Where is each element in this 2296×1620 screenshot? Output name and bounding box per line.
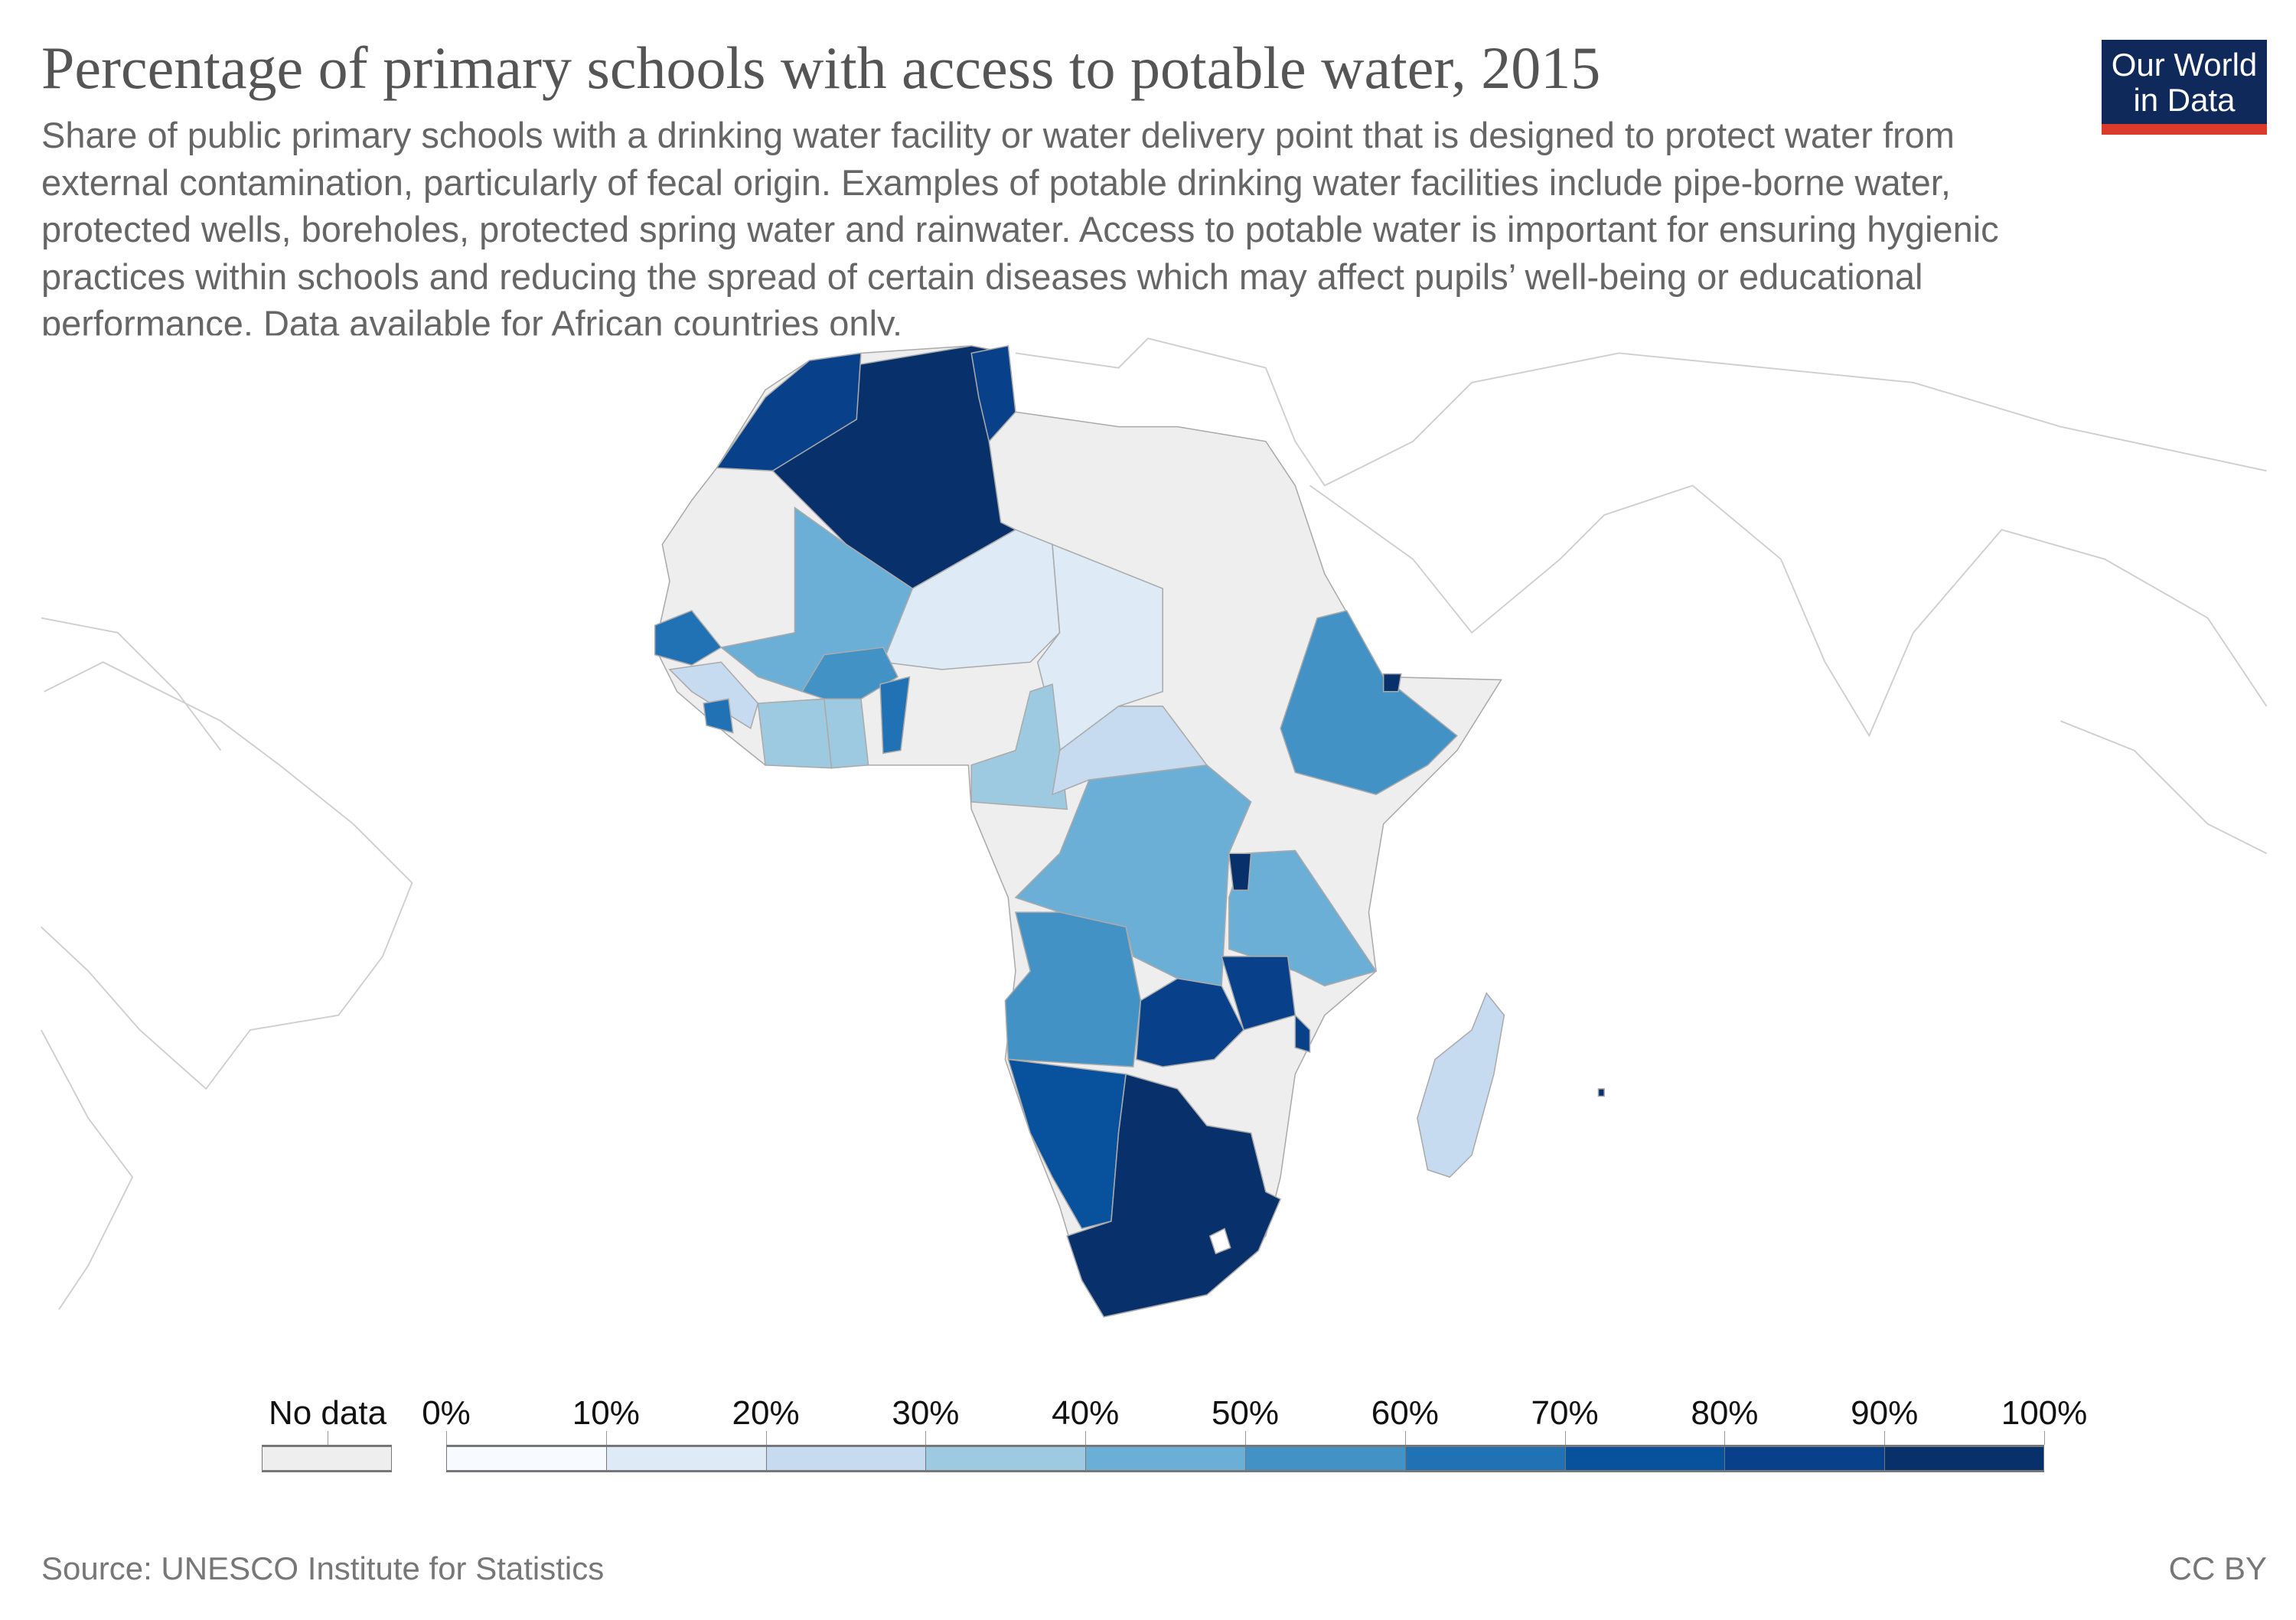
legend-tick-label: 50% (1211, 1394, 1280, 1432)
country-djibouti[interactable] (1382, 673, 1402, 693)
country-ghana[interactable] (823, 698, 869, 769)
country-morocco[interactable] (716, 352, 862, 472)
country-niger[interactable] (882, 529, 1061, 670)
legend-no-data-label: No data (268, 1394, 387, 1432)
legend-bin-2[interactable] (765, 1445, 926, 1472)
legend-tick-label: 0% (422, 1394, 471, 1432)
world-outlines (40, 337, 2268, 1310)
legend-no-data-swatch[interactable] (262, 1445, 392, 1472)
license-text[interactable]: CC BY (2168, 1550, 2267, 1586)
country-ethiopia[interactable] (1280, 610, 1458, 796)
legend-tick-label: 10% (572, 1394, 640, 1432)
legend-tick (925, 1431, 927, 1445)
legend-tick (1724, 1431, 1726, 1445)
legend-tick (1085, 1431, 1087, 1445)
legend-tick (1245, 1431, 1246, 1445)
owid-logo[interactable]: Our World in Data (2102, 40, 2267, 135)
legend-tick-label: 100% (2001, 1394, 2088, 1432)
country-tunisia[interactable] (970, 344, 1016, 443)
country-south-africa[interactable] (1066, 1073, 1282, 1318)
legend-bin-1[interactable] (605, 1445, 766, 1472)
country-malawi[interactable] (1294, 1013, 1311, 1053)
legend-bin-4[interactable] (1085, 1445, 1245, 1472)
legend-tick-label: 70% (1531, 1394, 1599, 1432)
legend-tick-label: 60% (1371, 1394, 1439, 1432)
logo-line-1: Our World (2111, 47, 2258, 83)
legend-bin-5[interactable] (1245, 1445, 1405, 1472)
country-drc[interactable] (1014, 764, 1252, 987)
legend-tick (1564, 1431, 1566, 1445)
logo-line-2: in Data (2133, 82, 2236, 118)
country-cote-divoire[interactable] (757, 698, 833, 769)
legend-bin-3[interactable] (925, 1445, 1086, 1472)
country-benin[interactable] (879, 676, 911, 755)
country-rwanda-burundi[interactable] (1228, 852, 1252, 891)
legend-bin-9[interactable] (1884, 1445, 2044, 1472)
country-senegal[interactable] (654, 610, 722, 666)
country-madagascar[interactable] (1417, 992, 1505, 1178)
legend-tick-label: 20% (732, 1394, 800, 1432)
legend-tick (605, 1431, 607, 1445)
country-angola[interactable] (1004, 911, 1142, 1068)
country-sierra-leone[interactable] (703, 698, 734, 734)
legend-bin-7[interactable] (1564, 1445, 1725, 1472)
legend-tick-label: 40% (1052, 1394, 1120, 1432)
legend-tick-label: 90% (1851, 1394, 1919, 1432)
country-cameroon[interactable] (970, 683, 1068, 810)
legend-tick (2044, 1431, 2045, 1445)
country-lesotho[interactable] (1208, 1227, 1231, 1255)
legend-tick-label: 80% (1691, 1394, 1759, 1432)
chart-title: Percentage of primary schools with acces… (41, 34, 1601, 101)
country-tanzania[interactable] (1228, 849, 1378, 987)
legend-tick (1404, 1431, 1406, 1445)
legend-tick-label: 30% (892, 1394, 960, 1432)
country-mauritius[interactable] (1597, 1088, 1605, 1097)
legend-bin-8[interactable] (1724, 1445, 1885, 1472)
source-text: Source: UNESCO Institute for Statistics (41, 1550, 605, 1586)
legend-bin-6[interactable] (1404, 1445, 1565, 1472)
legend-tick (1884, 1431, 1886, 1445)
legend-bin-0[interactable] (446, 1445, 606, 1472)
chart-subtitle: Share of public primary schools with a d… (41, 115, 1999, 344)
legend-tick (446, 1431, 447, 1445)
legend-tick (765, 1431, 767, 1445)
country-guinea[interactable] (668, 661, 759, 729)
country-zambia[interactable] (1135, 977, 1244, 1068)
